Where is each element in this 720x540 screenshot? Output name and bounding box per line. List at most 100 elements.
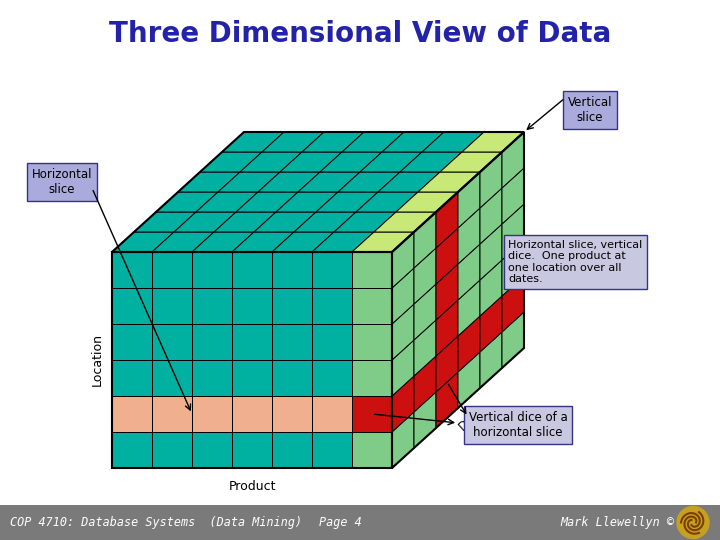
Polygon shape <box>232 396 272 432</box>
Polygon shape <box>196 192 258 212</box>
Bar <box>0 505 720 540</box>
Text: Horizontal slice, vertical
dice.  One product at
one location over all
dates.: Horizontal slice, vertical dice. One pro… <box>508 240 642 285</box>
Polygon shape <box>440 152 502 172</box>
Polygon shape <box>312 396 352 432</box>
Polygon shape <box>254 212 316 232</box>
Polygon shape <box>232 232 294 252</box>
Text: Location: Location <box>91 334 104 387</box>
Polygon shape <box>218 172 280 192</box>
Polygon shape <box>192 252 232 288</box>
Polygon shape <box>352 432 392 468</box>
Polygon shape <box>112 288 152 324</box>
Polygon shape <box>312 252 352 288</box>
Polygon shape <box>342 132 404 152</box>
Polygon shape <box>378 172 440 192</box>
Polygon shape <box>392 268 414 324</box>
Polygon shape <box>152 232 214 252</box>
Polygon shape <box>352 252 392 288</box>
Polygon shape <box>458 352 480 408</box>
Polygon shape <box>112 360 152 396</box>
Polygon shape <box>338 172 400 192</box>
Polygon shape <box>316 192 378 212</box>
Polygon shape <box>312 324 352 360</box>
Text: Product: Product <box>228 480 276 492</box>
Polygon shape <box>272 360 312 396</box>
Polygon shape <box>298 172 360 192</box>
Polygon shape <box>436 192 458 248</box>
Polygon shape <box>276 192 338 212</box>
Polygon shape <box>374 212 436 232</box>
Polygon shape <box>222 132 284 152</box>
Polygon shape <box>240 152 302 172</box>
Polygon shape <box>382 132 444 152</box>
Polygon shape <box>192 232 254 252</box>
Polygon shape <box>232 288 272 324</box>
Polygon shape <box>112 232 174 252</box>
Polygon shape <box>392 304 414 360</box>
Polygon shape <box>294 212 356 232</box>
Polygon shape <box>334 212 396 232</box>
Polygon shape <box>192 324 232 360</box>
Polygon shape <box>320 152 382 172</box>
Polygon shape <box>414 392 436 448</box>
Polygon shape <box>236 192 298 212</box>
Polygon shape <box>436 300 458 356</box>
Text: COP 4710: Database Systems  (Data Mining): COP 4710: Database Systems (Data Mining) <box>10 516 302 529</box>
Polygon shape <box>422 132 484 152</box>
Polygon shape <box>312 360 352 396</box>
Polygon shape <box>312 288 352 324</box>
Circle shape <box>677 507 709 538</box>
Text: Page 4: Page 4 <box>319 516 361 529</box>
Polygon shape <box>436 228 458 284</box>
Polygon shape <box>502 132 524 188</box>
Polygon shape <box>192 432 232 468</box>
Polygon shape <box>414 356 436 412</box>
Polygon shape <box>502 204 524 260</box>
Polygon shape <box>480 260 502 316</box>
Polygon shape <box>392 232 414 288</box>
Polygon shape <box>312 432 352 468</box>
Polygon shape <box>112 252 152 288</box>
Polygon shape <box>396 192 458 212</box>
Polygon shape <box>356 192 418 212</box>
Polygon shape <box>502 276 524 332</box>
Text: Mark Llewellyn ©: Mark Llewellyn © <box>560 516 674 529</box>
Polygon shape <box>458 316 480 372</box>
Polygon shape <box>414 248 436 304</box>
Polygon shape <box>502 168 524 224</box>
Polygon shape <box>352 324 392 360</box>
Polygon shape <box>480 332 502 388</box>
Polygon shape <box>480 152 502 208</box>
Polygon shape <box>480 296 502 352</box>
Text: Three Dimensional View of Data: Three Dimensional View of Data <box>109 20 611 48</box>
Polygon shape <box>436 264 458 320</box>
Polygon shape <box>458 208 480 264</box>
Polygon shape <box>312 232 374 252</box>
Polygon shape <box>272 252 312 288</box>
Polygon shape <box>112 396 152 432</box>
Text: Horizontal
slice: Horizontal slice <box>32 168 92 196</box>
Polygon shape <box>272 288 312 324</box>
Polygon shape <box>480 188 502 244</box>
Polygon shape <box>352 232 414 252</box>
Polygon shape <box>192 288 232 324</box>
Polygon shape <box>502 240 524 296</box>
Polygon shape <box>156 192 218 212</box>
Polygon shape <box>232 252 272 288</box>
Polygon shape <box>152 324 192 360</box>
Polygon shape <box>302 132 364 152</box>
Polygon shape <box>352 396 392 432</box>
Polygon shape <box>360 152 422 172</box>
Polygon shape <box>414 320 436 376</box>
Polygon shape <box>152 360 192 396</box>
Polygon shape <box>272 432 312 468</box>
Polygon shape <box>458 280 480 336</box>
Polygon shape <box>272 396 312 432</box>
Polygon shape <box>436 372 458 428</box>
Text: Vertical
slice: Vertical slice <box>568 96 612 124</box>
Polygon shape <box>152 288 192 324</box>
Polygon shape <box>414 212 436 268</box>
Polygon shape <box>192 396 232 432</box>
Text: Date: Date <box>456 403 487 433</box>
Polygon shape <box>152 396 192 432</box>
